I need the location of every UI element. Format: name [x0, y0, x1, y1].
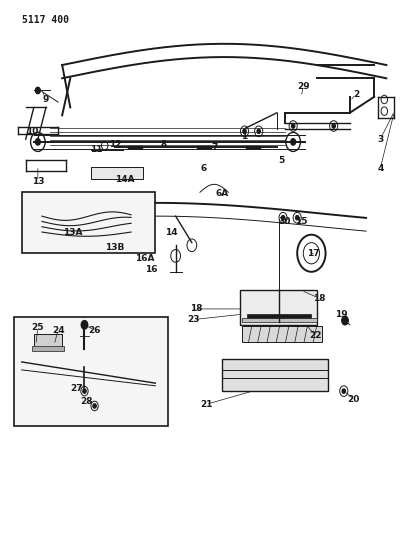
Circle shape	[35, 139, 40, 145]
Text: 16: 16	[145, 265, 157, 273]
Text: 18: 18	[190, 304, 202, 313]
Text: 9: 9	[43, 95, 49, 104]
Text: 27: 27	[70, 384, 83, 393]
FancyBboxPatch shape	[22, 192, 155, 253]
Circle shape	[282, 216, 285, 220]
Text: 15: 15	[295, 217, 308, 226]
Text: 22: 22	[309, 331, 322, 340]
Text: 20: 20	[348, 394, 360, 403]
Text: 6A: 6A	[215, 189, 229, 198]
Text: 30: 30	[279, 217, 291, 226]
Text: 11: 11	[90, 146, 103, 155]
Circle shape	[83, 389, 86, 393]
Text: 13A: 13A	[62, 228, 82, 237]
Text: 12: 12	[109, 140, 121, 149]
Text: 14: 14	[165, 228, 178, 237]
Text: 10: 10	[26, 127, 38, 136]
Bar	[91, 167, 143, 179]
Bar	[242, 326, 322, 342]
Circle shape	[332, 124, 335, 128]
Text: 19: 19	[335, 310, 348, 319]
Text: 28: 28	[80, 397, 93, 406]
Bar	[240, 290, 317, 325]
Text: 7: 7	[211, 143, 217, 152]
Bar	[32, 346, 64, 351]
Bar	[246, 314, 311, 320]
Bar	[222, 359, 328, 391]
Text: 26: 26	[89, 326, 101, 335]
Text: 23: 23	[188, 315, 200, 324]
Text: 6: 6	[201, 164, 207, 173]
Circle shape	[342, 389, 346, 393]
Text: 4: 4	[377, 164, 384, 173]
Text: 8: 8	[160, 140, 166, 149]
Text: 1: 1	[242, 132, 248, 141]
Bar	[34, 334, 62, 349]
Text: 2: 2	[353, 90, 359, 99]
Text: 13: 13	[31, 177, 44, 186]
Text: 5: 5	[278, 156, 284, 165]
Circle shape	[243, 129, 246, 133]
Text: 5117 400: 5117 400	[22, 14, 69, 25]
FancyBboxPatch shape	[13, 317, 168, 425]
Circle shape	[257, 129, 260, 133]
Circle shape	[292, 124, 295, 128]
Text: 17: 17	[307, 249, 320, 258]
Text: 16A: 16A	[135, 254, 155, 263]
Text: 24: 24	[52, 326, 64, 335]
Text: 18: 18	[313, 294, 326, 303]
Text: 21: 21	[200, 400, 212, 409]
Circle shape	[295, 216, 299, 220]
Circle shape	[342, 317, 348, 325]
Text: 29: 29	[297, 82, 310, 91]
Text: 25: 25	[31, 323, 44, 332]
Circle shape	[35, 87, 40, 94]
Text: 14A: 14A	[115, 174, 135, 183]
Text: 3: 3	[377, 135, 384, 144]
Circle shape	[291, 139, 295, 145]
Bar	[242, 318, 317, 322]
Circle shape	[81, 320, 88, 329]
Circle shape	[93, 404, 96, 408]
Text: 13B: 13B	[105, 244, 124, 253]
